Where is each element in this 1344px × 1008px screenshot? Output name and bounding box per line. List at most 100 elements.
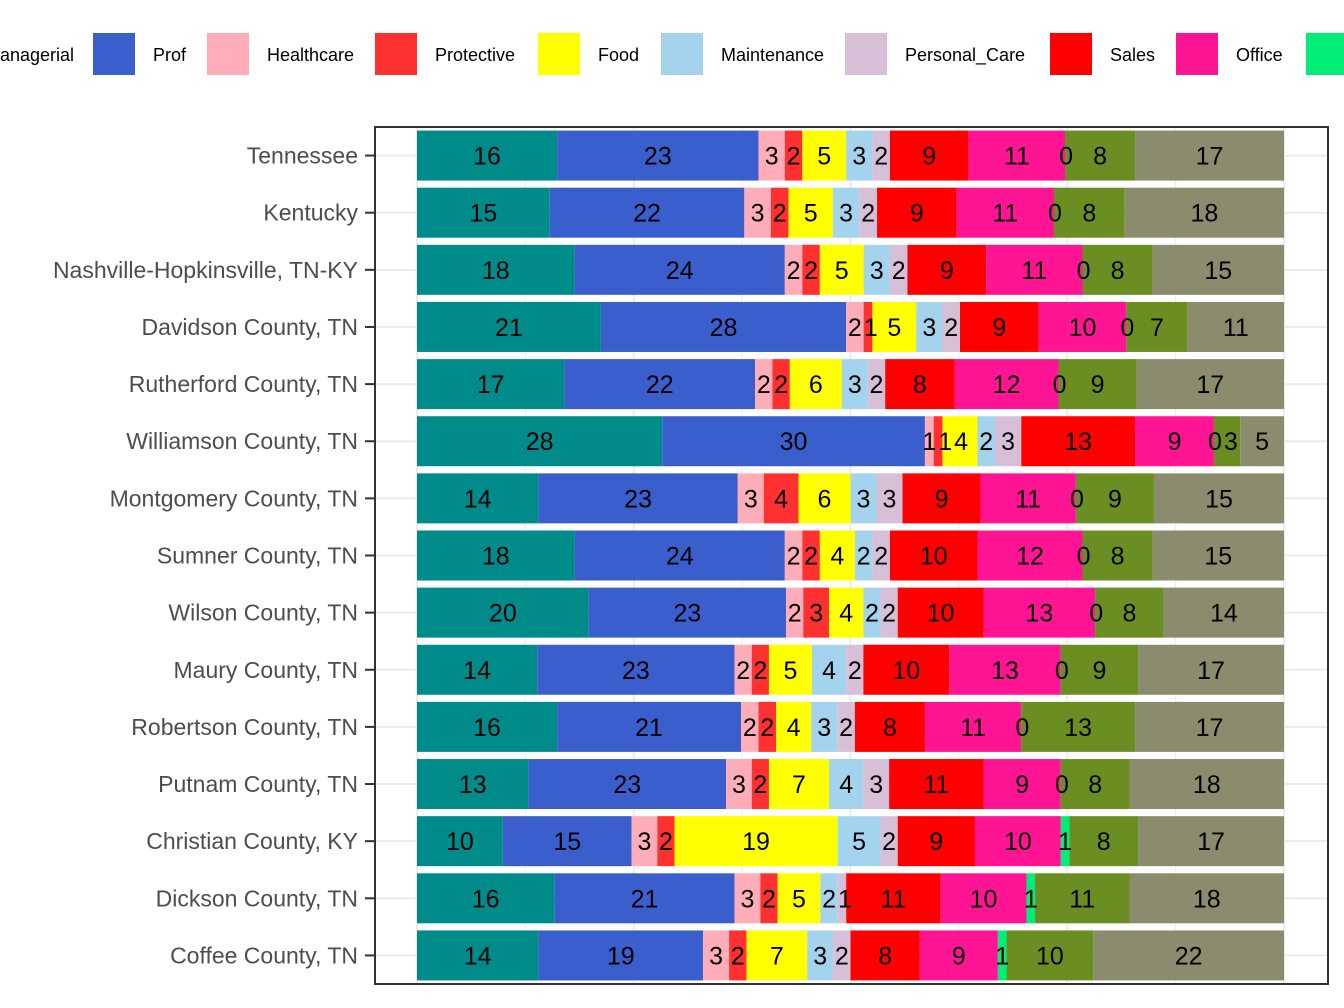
legend-label: anagerial xyxy=(0,45,75,65)
bar-segment xyxy=(877,187,957,238)
bar-segment xyxy=(997,930,1007,981)
bar-segment-label: 4 xyxy=(822,657,836,685)
y-tick-label: Tennessee xyxy=(247,143,358,169)
bar-segment xyxy=(758,701,777,752)
bar-segment-label: 9 xyxy=(922,143,936,171)
bar-segment xyxy=(889,130,969,181)
bar-segment xyxy=(417,701,558,752)
bar-segment xyxy=(741,701,759,752)
bar-segment-label: 2 xyxy=(753,657,767,685)
bar-segment-label: 9 xyxy=(1092,657,1106,685)
bar-segment-label: 8 xyxy=(913,371,927,399)
bar-segment-label: 8 xyxy=(1082,200,1096,228)
bar-segment xyxy=(880,816,898,867)
bar-segment xyxy=(734,644,752,695)
bar-segment xyxy=(744,187,771,238)
bar-segment-label: 17 xyxy=(1196,143,1224,171)
bar-segment-label: 8 xyxy=(1111,543,1125,571)
legend: anagerial Prof Healthcare Protective Food Mai… xyxy=(0,0,1344,110)
bar-segment-label: 9 xyxy=(940,257,954,285)
bar-segment xyxy=(788,187,833,238)
bar-segment xyxy=(729,930,747,981)
bar-segment-label: 18 xyxy=(1190,200,1218,228)
bar-segment xyxy=(942,301,960,352)
bar-segment xyxy=(600,301,847,352)
bar-segment-label: 8 xyxy=(1093,143,1107,171)
bar-segment xyxy=(820,873,838,924)
bar-segment xyxy=(1026,873,1036,924)
bar-segment-label: 3 xyxy=(922,314,936,342)
y-tick-label: Montgomery County, TN xyxy=(110,485,358,511)
legend-label: Prof xyxy=(153,45,187,65)
bar-segment-label: 14 xyxy=(1210,600,1238,628)
bar-segment-label: 13 xyxy=(991,657,1019,685)
bar-segment-label: 14 xyxy=(464,485,492,513)
bar-segment xyxy=(1069,816,1139,867)
bar-segment-label: 3 xyxy=(852,143,866,171)
bar-segment-label: 3 xyxy=(817,714,831,742)
bar-segment-label: 3 xyxy=(1224,428,1238,456)
bar-segment-label: 2 xyxy=(839,714,853,742)
bar-segment xyxy=(1152,244,1284,295)
bar-segment xyxy=(1152,530,1284,581)
bar-segment xyxy=(846,301,864,352)
bar-segment xyxy=(417,930,539,981)
bar-segment-label: 3 xyxy=(883,485,897,513)
bar-segment xyxy=(803,587,830,638)
bar-segment xyxy=(854,701,925,752)
bar-segment-label: 2 xyxy=(857,543,871,571)
bar-segment-label: 3 xyxy=(709,942,723,970)
bar-segment xyxy=(983,759,1061,810)
bar-segment xyxy=(1135,701,1284,752)
bar-segment xyxy=(889,530,978,581)
bar-segment-label: 2 xyxy=(773,200,787,228)
bar-segment-label: 30 xyxy=(780,428,808,456)
bar-segment-label: 2 xyxy=(882,828,896,856)
bar-segment xyxy=(924,701,1022,752)
bar-segment xyxy=(1021,701,1136,752)
bar-segment xyxy=(863,759,890,810)
bar-segment-label: 23 xyxy=(613,771,641,799)
bar-segment-label: 23 xyxy=(624,485,652,513)
bar-segment xyxy=(880,587,898,638)
bar-segment-label: 2 xyxy=(874,543,888,571)
bar-segment-label: 11 xyxy=(960,714,986,742)
bar-segment xyxy=(1006,930,1094,981)
bar-segment xyxy=(768,644,812,695)
bar-segment xyxy=(829,587,864,638)
bar-segment-label: 3 xyxy=(744,485,758,513)
bar-segment-label: 0 xyxy=(1048,200,1062,228)
bar-segment-label: 2 xyxy=(659,828,673,856)
bar-segment xyxy=(867,359,886,410)
bar-segment-label: 2 xyxy=(861,200,875,228)
bar-segment-label: 8 xyxy=(878,942,892,970)
bar-segment-label: 5 xyxy=(804,200,818,228)
bar-segment-label: 18 xyxy=(482,257,510,285)
bar-segment-label: 2 xyxy=(760,714,774,742)
bar-segment-label: 1 xyxy=(995,942,1009,970)
bar-segment xyxy=(786,587,804,638)
bar-segment-label: 8 xyxy=(1123,600,1137,628)
bar-segment-label: 4 xyxy=(830,543,844,571)
legend-key xyxy=(1050,33,1092,75)
bar-segment xyxy=(983,587,1096,638)
bar-segment-label: 3 xyxy=(765,143,779,171)
bar-segment xyxy=(1129,873,1284,924)
bar-segment-label: 13 xyxy=(459,771,487,799)
bar-segment xyxy=(897,587,984,638)
bar-segment xyxy=(916,301,943,352)
bar-segment xyxy=(734,873,761,924)
bar-segment xyxy=(859,187,878,238)
bar-segment-label: 21 xyxy=(635,714,663,742)
bar-segment xyxy=(417,587,589,638)
bar-segment-label: 23 xyxy=(622,657,650,685)
bar-segment-label: 9 xyxy=(935,485,949,513)
bar-segment-label: 2 xyxy=(979,428,993,456)
bar-segment xyxy=(417,130,558,181)
y-tick-label: Robertson County, TN xyxy=(131,714,358,740)
bar-segment xyxy=(1021,416,1136,467)
bar-segment-label: 10 xyxy=(446,828,474,856)
bar-segment-label: 0 xyxy=(1070,485,1084,513)
y-tick-label: Wilson County, TN xyxy=(168,600,358,626)
bar-segment-label: 2 xyxy=(774,371,788,399)
